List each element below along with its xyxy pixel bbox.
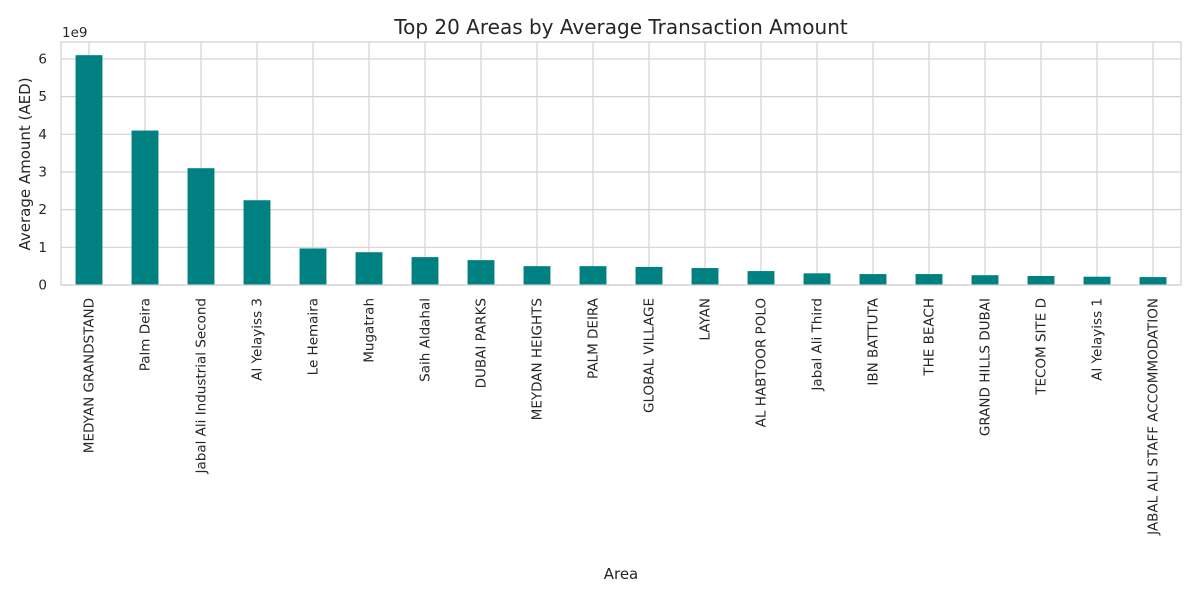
bar bbox=[635, 266, 663, 285]
bar bbox=[187, 168, 215, 285]
x-tick-label: JABAL ALI STAFF ACCOMMODATION bbox=[1146, 298, 1162, 536]
x-tick-label: Saih Aldahal bbox=[418, 298, 434, 382]
y-tick-label: 2 bbox=[38, 202, 47, 218]
bar bbox=[243, 200, 271, 285]
y-tick-label: 4 bbox=[38, 127, 47, 143]
x-tick-label: AL HABTOOR POLO bbox=[754, 298, 770, 427]
x-tick-label: DUBAI PARKS bbox=[474, 298, 490, 388]
x-tick-label: Palm Deira bbox=[138, 298, 154, 371]
bar bbox=[803, 273, 831, 285]
x-tick-label: Jabal Ali Industrial Second bbox=[194, 298, 210, 474]
x-tick-label: Al Yelayiss 1 bbox=[1090, 298, 1106, 381]
bars-layer bbox=[75, 55, 1167, 285]
x-tick-label: GLOBAL VILLAGE bbox=[642, 298, 658, 413]
x-tick-label: MEYDAN HEIGHTS bbox=[530, 298, 546, 420]
y-axis-label: Average Amount (AED) bbox=[16, 77, 34, 250]
chart-title: Top 20 Areas by Average Transaction Amou… bbox=[393, 15, 848, 39]
y-tick-label: 3 bbox=[38, 164, 47, 180]
x-tick-label: THE BEACH bbox=[922, 298, 938, 377]
x-tick-labels: MEDYAN GRANDSTAND Palm Deira Jabal Ali Ind… bbox=[82, 297, 1162, 536]
grid-layer bbox=[61, 42, 1181, 286]
x-tick-label: GRAND HILLS DUBAI bbox=[978, 298, 994, 436]
x-tick-label: TECOM SITE D bbox=[1034, 298, 1050, 396]
bar bbox=[1027, 275, 1055, 285]
y-tick-label: 5 bbox=[38, 89, 47, 105]
x-axis-label: Area bbox=[604, 565, 639, 583]
y-tick-label: 6 bbox=[38, 51, 47, 67]
bar bbox=[75, 55, 103, 285]
x-tick-label: Jabal Ali Third bbox=[810, 298, 826, 392]
bar bbox=[1083, 276, 1111, 285]
plot-frame bbox=[60, 41, 1182, 286]
x-tick-label: MEDYAN GRANDSTAND bbox=[82, 298, 98, 453]
bar bbox=[523, 266, 551, 285]
bar bbox=[355, 252, 383, 285]
y-tick-labels: 0 1 2 3 4 5 6 bbox=[38, 51, 47, 293]
bar bbox=[1139, 277, 1167, 285]
bar bbox=[131, 130, 159, 285]
y-tick-label: 1 bbox=[38, 240, 47, 256]
x-tick-label: Le Hemaira bbox=[306, 298, 322, 375]
bar bbox=[299, 248, 327, 285]
bar bbox=[691, 268, 719, 285]
bar bbox=[971, 275, 999, 285]
bar bbox=[747, 271, 775, 285]
x-tick-label: LAYAN bbox=[698, 298, 714, 341]
bar bbox=[579, 266, 607, 285]
x-tick-label: IBN BATTUTA bbox=[866, 297, 882, 385]
x-tick-label: Al Yelayiss 3 bbox=[250, 298, 266, 381]
bar bbox=[859, 274, 887, 285]
x-tick-label: Mugatrah bbox=[362, 298, 378, 363]
y-axis-offset-label: 1e9 bbox=[62, 25, 87, 41]
bar bbox=[411, 257, 439, 285]
y-tick-label: 0 bbox=[38, 278, 47, 294]
bar bbox=[915, 274, 943, 285]
x-tick-label: PALM DEIRA bbox=[586, 297, 602, 379]
bar bbox=[467, 260, 495, 285]
